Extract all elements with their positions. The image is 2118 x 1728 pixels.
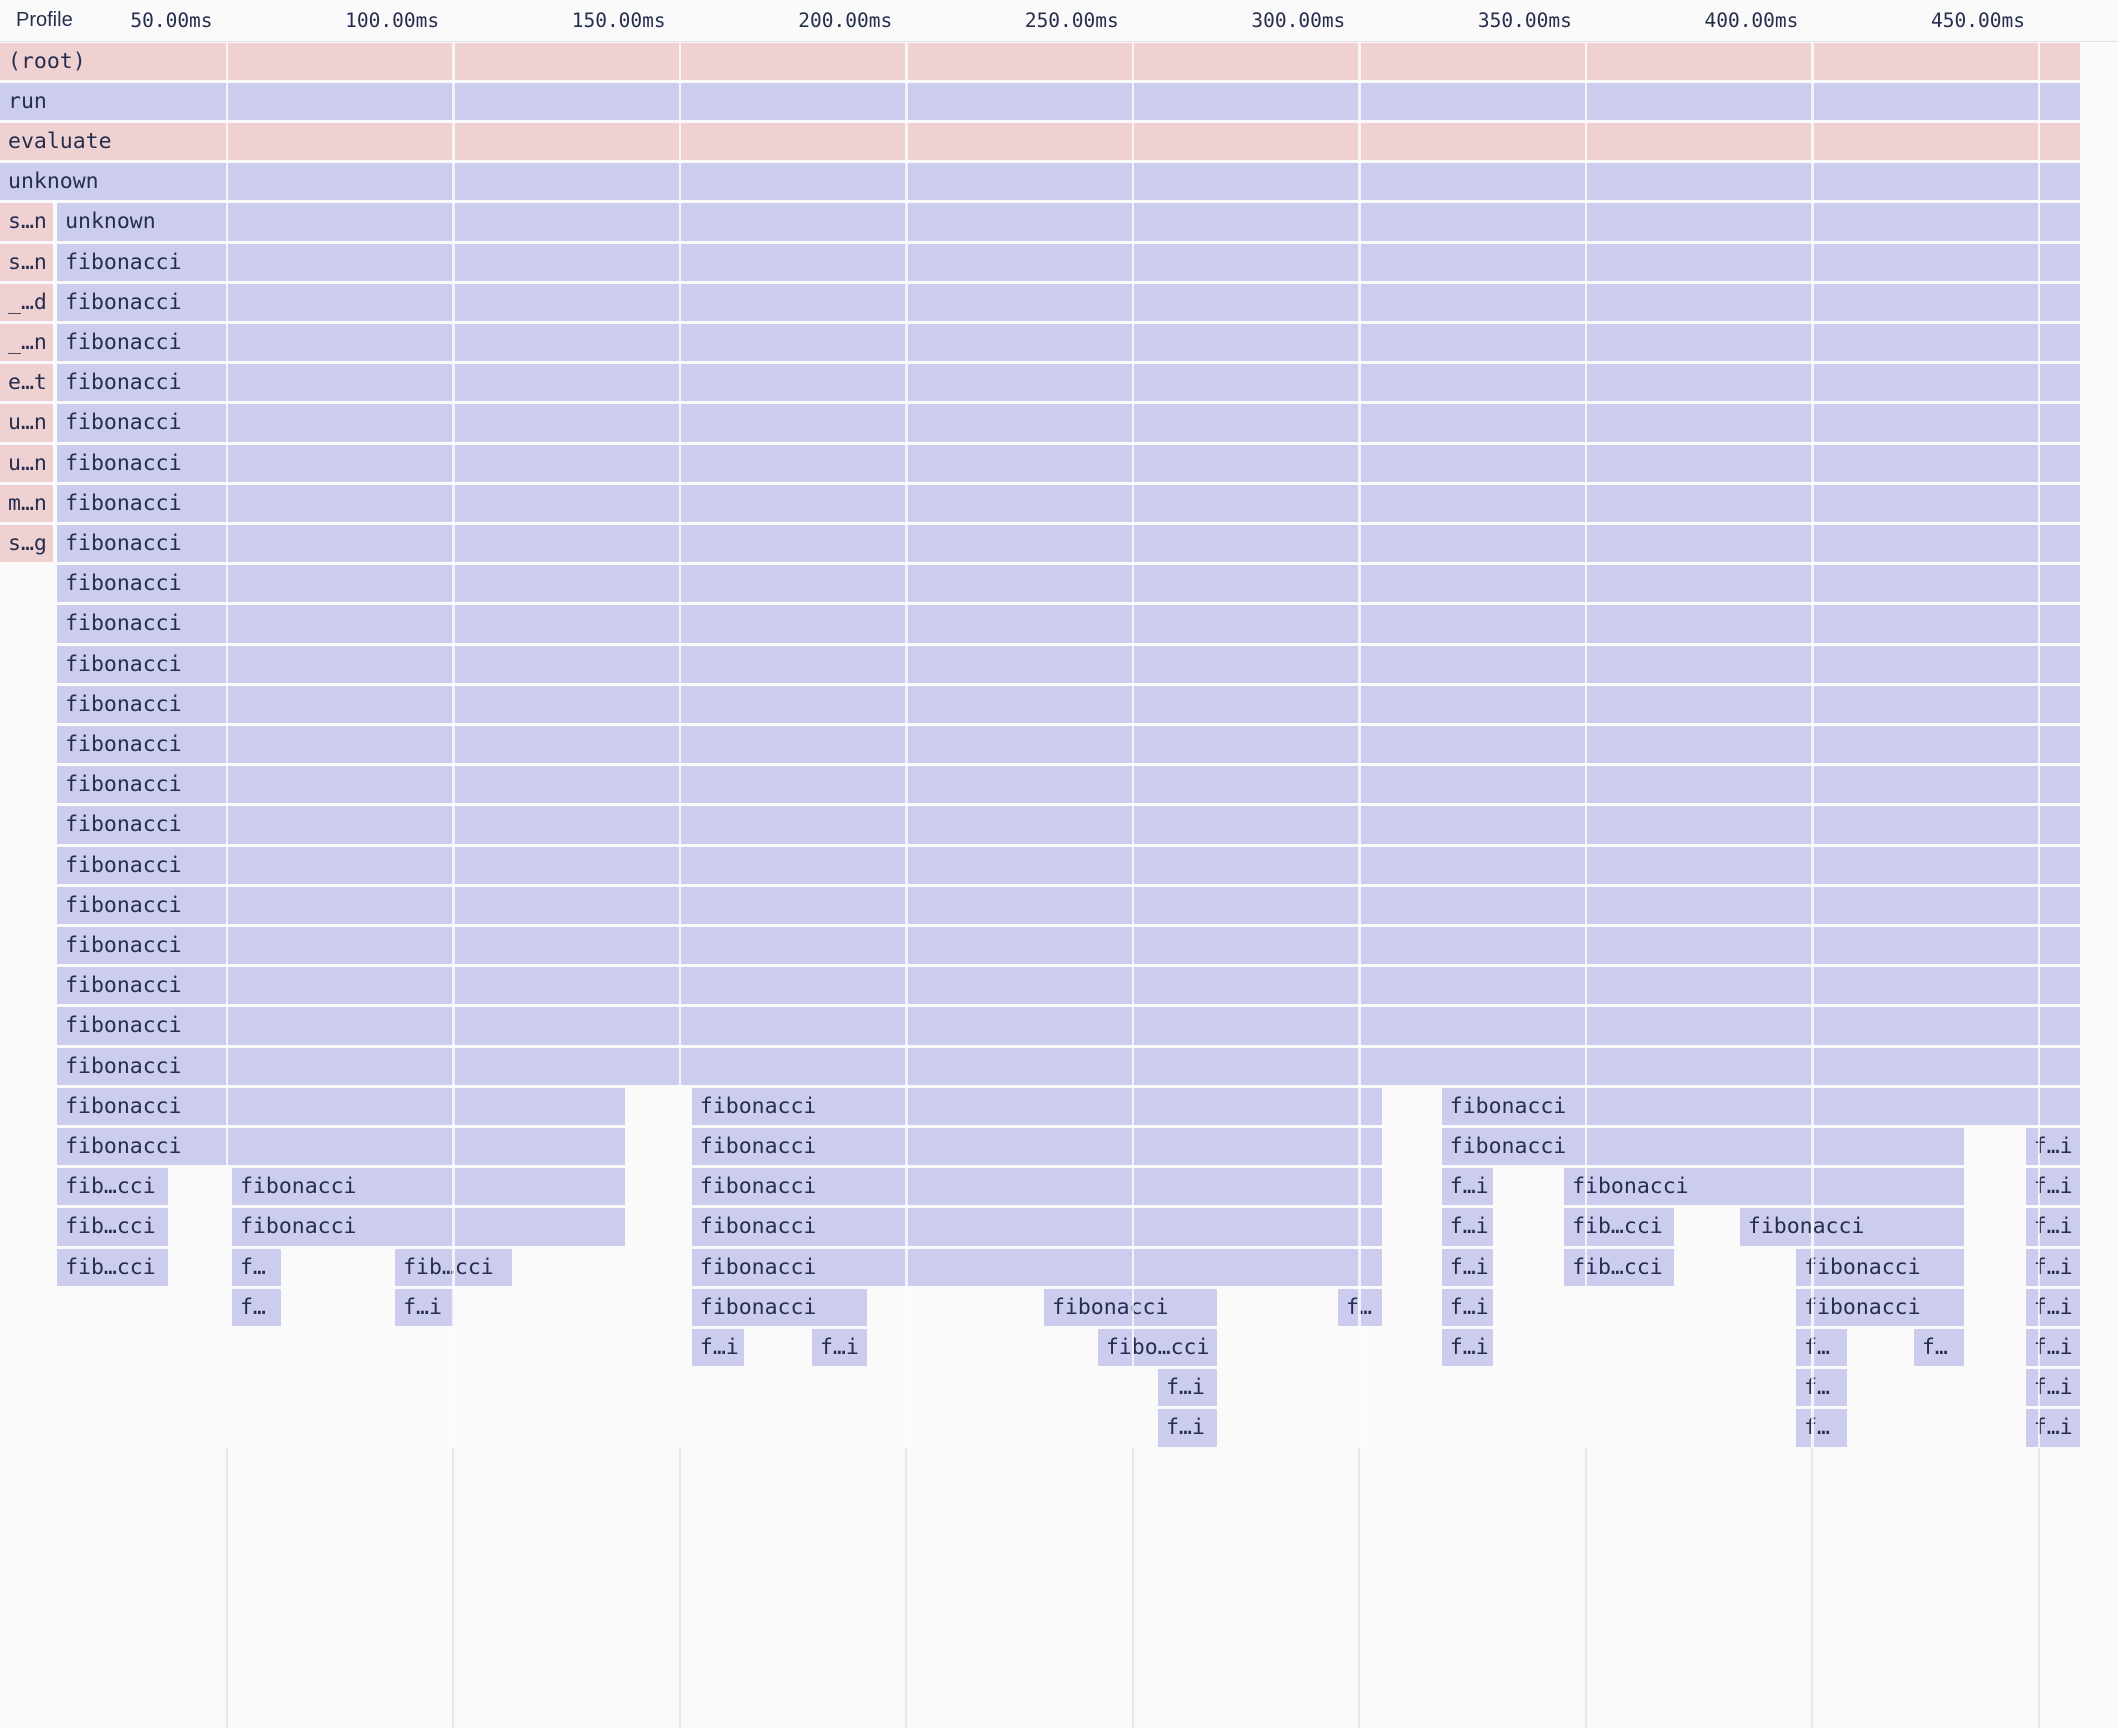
flame-frame[interactable]: f…i bbox=[395, 1288, 454, 1326]
flame-frame[interactable]: f…i bbox=[2025, 1208, 2080, 1246]
flame-frame[interactable]: fib…cci bbox=[1564, 1208, 1674, 1246]
flame-frame[interactable]: fibonacci bbox=[57, 565, 2080, 603]
flame-frame[interactable]: f…i bbox=[2025, 1288, 2080, 1326]
flame-frame[interactable]: fibo…cci bbox=[1097, 1328, 1217, 1367]
flame-frame[interactable]: f…i bbox=[1441, 1168, 1494, 1206]
axis-tick-label: 350.00ms bbox=[1477, 9, 1572, 32]
flame-frame[interactable]: fibonacci bbox=[57, 484, 2080, 522]
flame-frame[interactable]: fibonacci bbox=[57, 725, 2080, 764]
flame-frame[interactable]: u…n bbox=[0, 404, 53, 442]
flame-frame[interactable]: s…n bbox=[0, 243, 53, 281]
flame-frame[interactable]: unknown bbox=[0, 163, 2080, 201]
flame-frame[interactable]: u…n bbox=[0, 444, 53, 482]
flame-frame[interactable]: f… bbox=[1913, 1328, 1964, 1367]
flame-frame[interactable]: f…i bbox=[2025, 1369, 2080, 1407]
flame-frame[interactable]: fib…cci bbox=[395, 1248, 512, 1286]
time-axis-header: Profile 50.00ms 100.00ms 150.00ms 200.00ms 2… bbox=[0, 0, 2118, 42]
flame-frame[interactable]: f…i bbox=[1158, 1369, 1217, 1407]
flame-frame[interactable]: fibonacci bbox=[57, 886, 2080, 924]
flame-frame[interactable]: _…n bbox=[0, 323, 53, 362]
flame-frame[interactable]: fib…cci bbox=[57, 1208, 168, 1246]
flame-frame[interactable]: _…d bbox=[0, 283, 53, 321]
flame-frame[interactable]: fibonacci bbox=[1441, 1127, 1964, 1166]
flame-frame[interactable]: fibonacci bbox=[691, 1288, 868, 1326]
flame-frame[interactable]: fibonacci bbox=[1043, 1288, 1217, 1326]
axis-tick-label: 250.00ms bbox=[1024, 9, 1119, 32]
flame-frame[interactable]: fibonacci bbox=[691, 1087, 1382, 1125]
flame-frame[interactable]: fibonacci bbox=[231, 1168, 626, 1206]
flame-frame[interactable]: f… bbox=[1796, 1409, 1848, 1447]
axis-tick-label: 200.00ms bbox=[798, 9, 893, 32]
flame-frame[interactable]: evaluate bbox=[0, 122, 2080, 161]
flame-frame[interactable]: fibonacci bbox=[1564, 1168, 1964, 1206]
profile-tab-label: Profile bbox=[16, 9, 73, 31]
flame-frame[interactable]: fibonacci bbox=[57, 645, 2080, 683]
flame-frame[interactable]: m…n bbox=[0, 484, 53, 522]
flame-frame[interactable]: fibonacci bbox=[231, 1208, 626, 1246]
axis-tick-label: 450.00ms bbox=[1931, 9, 2025, 32]
axis-tick-label: 300.00ms bbox=[1251, 9, 1346, 32]
flame-frame[interactable]: fibonacci bbox=[57, 444, 2080, 482]
axis-tick-label: 150.00ms bbox=[571, 9, 666, 32]
flame-frame[interactable]: fibonacci bbox=[57, 364, 2080, 402]
flame-frame[interactable]: f…i bbox=[2025, 1168, 2080, 1206]
flame-frame[interactable]: f…i bbox=[1441, 1288, 1494, 1326]
flame-frame[interactable]: fibonacci bbox=[1796, 1248, 1964, 1286]
flame-frame[interactable]: fibonacci bbox=[1796, 1288, 1964, 1326]
flame-frame[interactable]: f… bbox=[1796, 1328, 1848, 1367]
flame-frame[interactable]: fib…cci bbox=[1564, 1248, 1674, 1286]
flame-frame[interactable]: fib…cci bbox=[57, 1248, 168, 1286]
flame-frame[interactable]: fibonacci bbox=[1739, 1208, 1964, 1246]
flame-frame[interactable]: fibonacci bbox=[691, 1168, 1382, 1206]
flame-frame[interactable]: e…t bbox=[0, 364, 53, 402]
flame-frame[interactable]: f…i bbox=[1441, 1328, 1494, 1367]
flame-frame[interactable]: fibonacci bbox=[57, 846, 2080, 884]
flame-frame[interactable]: s…n bbox=[0, 203, 53, 241]
flame-frame[interactable]: fibonacci bbox=[57, 1087, 626, 1125]
flame-frame[interactable]: (root) bbox=[0, 42, 2080, 80]
flame-frame[interactable]: fibonacci bbox=[57, 806, 2080, 844]
flame-frame[interactable]: f…i bbox=[691, 1328, 744, 1367]
flame-frame[interactable]: fibonacci bbox=[57, 283, 2080, 321]
flame-frame[interactable]: f…i bbox=[1441, 1248, 1494, 1286]
flame-frame[interactable]: f… bbox=[1796, 1369, 1848, 1407]
flame-frame[interactable]: run bbox=[0, 82, 2080, 120]
flame-frame[interactable]: s…g bbox=[0, 524, 53, 563]
flame-frame[interactable]: f… bbox=[231, 1288, 282, 1326]
flame-frame[interactable]: unknown bbox=[57, 203, 2080, 241]
flame-frame[interactable]: fibonacci bbox=[691, 1127, 1382, 1166]
flame-frame[interactable]: fibonacci bbox=[57, 926, 2080, 965]
flame-frame[interactable]: fibonacci bbox=[57, 685, 2080, 723]
flame-frame[interactable]: fibonacci bbox=[1441, 1087, 2080, 1125]
flame-frame[interactable]: f…i bbox=[2025, 1409, 2080, 1447]
flame-frame[interactable]: fibonacci bbox=[691, 1248, 1382, 1286]
flame-frame[interactable]: f…i bbox=[2025, 1248, 2080, 1286]
flame-frame[interactable]: f… bbox=[1338, 1288, 1382, 1326]
flame-frame[interactable]: f…i bbox=[1158, 1409, 1217, 1447]
flame-frame[interactable]: fibonacci bbox=[57, 1127, 626, 1166]
flame-frame[interactable]: f…i bbox=[2025, 1328, 2080, 1367]
flame-frame[interactable]: f… bbox=[231, 1248, 282, 1286]
flame-frame[interactable]: fibonacci bbox=[691, 1208, 1382, 1246]
axis-tick-label: 50.00ms bbox=[130, 9, 213, 32]
flame-frame[interactable]: f…i bbox=[2025, 1127, 2080, 1166]
axis-tick-label: 400.00ms bbox=[1704, 9, 1799, 32]
flame-frame[interactable]: f…i bbox=[811, 1328, 868, 1367]
flame-frame[interactable]: fibonacci bbox=[57, 404, 2080, 442]
flame-frame[interactable]: fibonacci bbox=[57, 1047, 2080, 1085]
flame-frame[interactable]: fibonacci bbox=[57, 967, 2080, 1005]
flame-frame[interactable]: fibonacci bbox=[57, 524, 2080, 563]
flame-frame[interactable]: fibonacci bbox=[57, 1007, 2080, 1045]
axis-tick-label: 100.00ms bbox=[345, 9, 440, 32]
flame-frame[interactable]: fibonacci bbox=[57, 243, 2080, 281]
flame-frame[interactable]: fibonacci bbox=[57, 605, 2080, 643]
flame-frame[interactable]: fibonacci bbox=[57, 766, 2080, 804]
flame-frame[interactable]: fibonacci bbox=[57, 323, 2080, 362]
flame-frame[interactable]: fib…cci bbox=[57, 1168, 168, 1206]
flame-frame[interactable]: f…i bbox=[1441, 1208, 1494, 1246]
